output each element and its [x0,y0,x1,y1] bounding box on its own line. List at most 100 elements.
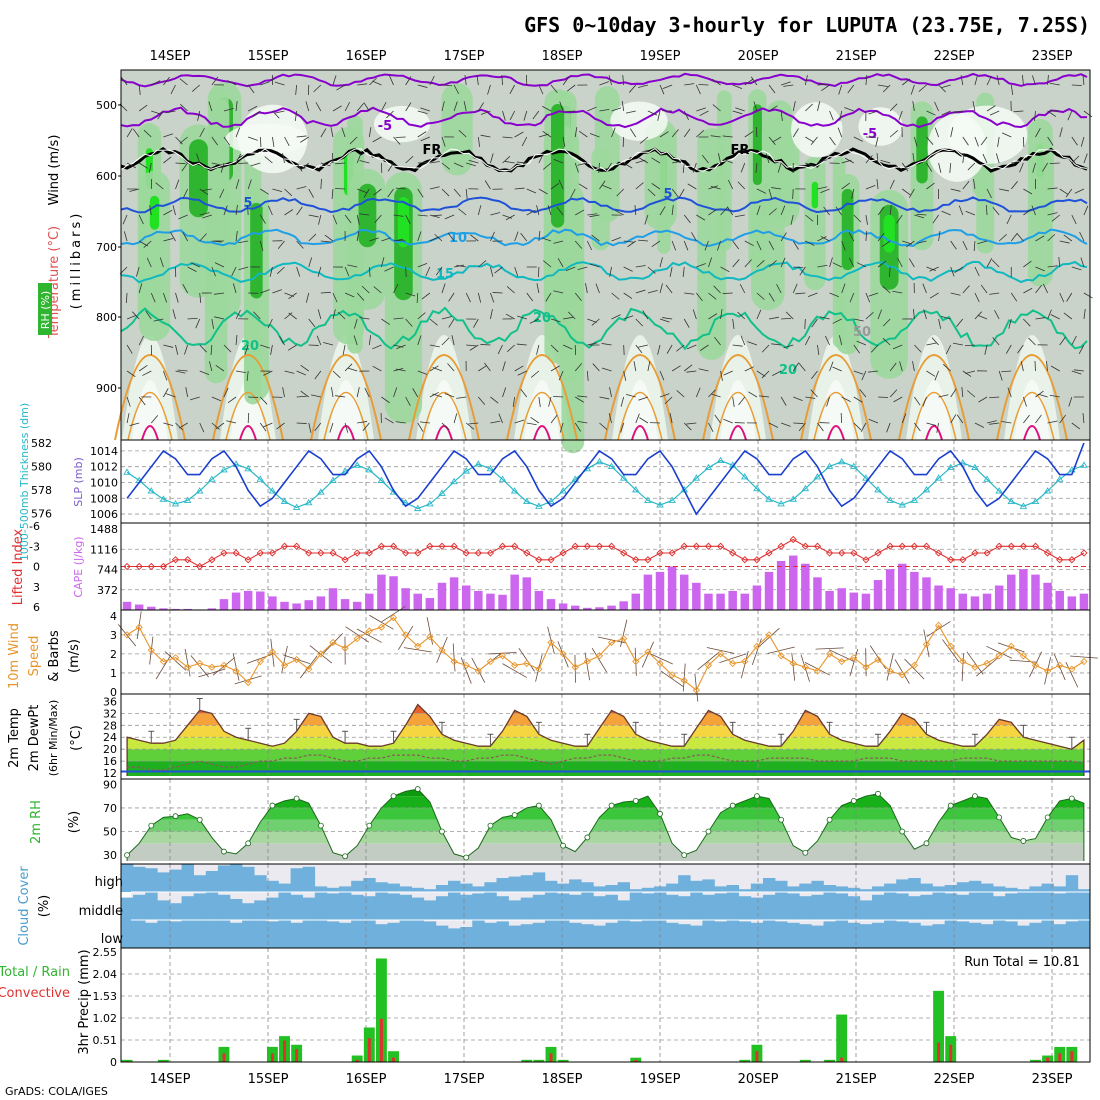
wind-barb [938,84,946,93]
cloud-cell [544,880,558,892]
wind-barb [246,370,249,381]
cape-bar [910,571,919,610]
cape-bar [316,596,326,610]
wind-barb [387,162,394,172]
wind-barb [132,128,140,138]
temp-contour-25 [702,354,774,441]
wind-barb [1010,84,1014,95]
wind-barb [647,110,658,116]
li-point [280,542,289,550]
li-tick-label: 6 [33,601,40,614]
cloud-cell [811,894,824,920]
li-point [365,549,373,557]
rh-point [317,822,324,829]
wind-barb [441,283,446,294]
wind-barb [359,213,370,216]
cloud-cell [956,894,970,920]
slp-tick-label: 1008 [90,492,118,505]
wind-barb [710,393,721,398]
wind-barb [780,396,787,406]
wind-barb [129,422,140,426]
wind-barb [211,396,222,402]
wind-barb [708,389,716,398]
cape-bar [134,604,144,610]
cloud-cell [702,879,715,892]
wind-barb [308,257,313,268]
date-label-bottom: 23SEP [1032,1072,1073,1087]
wind-barb [1045,361,1049,372]
date-label-top: 17SEP [444,49,485,64]
wind-barb [714,336,721,346]
wind-speed-point [208,663,216,671]
wind-barb [294,110,298,121]
cloud-cell [956,882,970,892]
cloud-cell [799,896,812,920]
contour-label: 20 [779,363,797,378]
wind-barb [662,84,673,90]
wind-barb [805,240,815,246]
wind-barb [811,318,818,328]
wind-barb [465,188,468,199]
thickness-point [341,467,349,474]
cloud-cell [302,897,316,920]
wind-barb [279,336,285,346]
cloud-cell [847,922,861,948]
rh-point [875,790,881,797]
li-point [753,556,761,564]
temp-contour-35 [141,425,159,441]
date-label-top: 21SEP [836,49,877,64]
cloud-cell [157,920,170,948]
wind-barb [682,266,685,277]
wind-barb [247,204,249,216]
rh-point [439,828,445,835]
wind-barb [720,370,723,381]
wind-barb [695,84,701,95]
wind-barb [155,182,164,190]
slp-label: SLP (mb) [72,457,85,507]
cloud-cell [641,920,655,948]
wind-barb [211,266,216,277]
wind-barb [841,182,850,190]
wind-barb [712,104,721,112]
thickness-point [607,462,616,469]
wind-barb [466,162,476,167]
wind-barb [696,107,706,112]
wind-barb [235,205,238,216]
wind-barb [926,182,935,190]
wind-barb [550,414,558,424]
temp-contour-25 [800,354,872,441]
wind-speed-point [462,661,470,669]
li-point [389,542,398,550]
cloud-cell [569,894,582,920]
wind-barb [1001,420,1012,424]
cloud-cell [884,892,897,920]
contour-label: FR [731,143,750,158]
wind-barb [567,311,576,320]
wind-barb [138,335,144,346]
cloud-cell [363,896,376,920]
cloud-cell [496,921,509,948]
wind-barb [505,214,515,221]
cape-bar [546,599,556,610]
wind-barb [1053,653,1066,681]
rh-band [127,843,1084,861]
wind-barb [308,214,319,218]
wind-barb [238,240,249,244]
wind-barb [1002,132,1012,138]
li-point [341,556,349,564]
wind-barb [853,214,862,223]
date-label-bottom: 14SEP [150,1072,191,1087]
wind-barb [359,317,370,320]
wind-barb [647,188,656,197]
wind-barb [701,154,709,164]
wind-barb [329,422,334,433]
cloud-cell [484,882,497,892]
wind-barb [926,136,934,145]
wind-barb [747,341,758,346]
wind-barb [536,205,540,216]
wind-barb [284,312,293,320]
cloud-cell [908,922,921,948]
cloud-cell [944,920,958,948]
cloud-cell [484,892,497,920]
